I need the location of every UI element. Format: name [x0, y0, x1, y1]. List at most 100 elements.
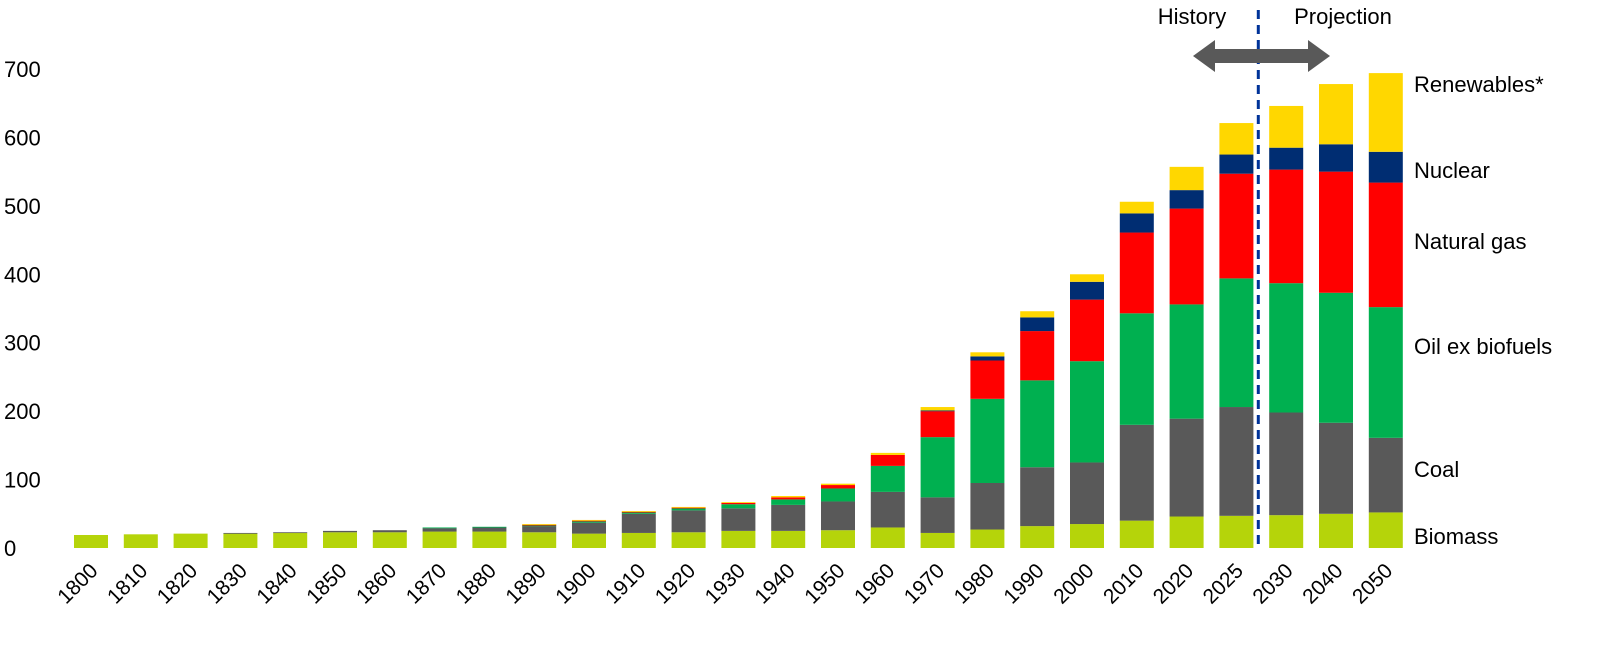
bar-coal-1940 [771, 504, 806, 531]
bar-biomass-1870 [422, 531, 457, 548]
bar-oil-ex-biofuels-1970 [920, 437, 955, 498]
bar-natural-gas-1940 [771, 497, 806, 500]
bar-biomass-1930 [721, 530, 756, 548]
bar-nuclear-2025 [1219, 154, 1254, 174]
bar-biomass-1850 [323, 532, 357, 548]
projection-label: Projection [1294, 4, 1392, 29]
y-tick-label: 200 [4, 399, 41, 424]
bar-renewables-2030 [1269, 105, 1304, 148]
bar-nuclear-2030 [1269, 147, 1304, 170]
bar-natural-gas-2020 [1169, 208, 1204, 305]
bar-coal-1830 [223, 532, 258, 534]
bar-natural-gas-2025 [1219, 173, 1254, 279]
legend-label: Renewables* [1414, 72, 1544, 97]
x-tick-label: 1870 [402, 559, 451, 608]
x-tick-label: 1810 [103, 559, 152, 608]
y-tick-label: 600 [4, 125, 41, 150]
bar-renewables-2000 [1070, 274, 1104, 282]
bar-coal-1860 [372, 530, 407, 533]
bar-natural-gas-1890 [522, 524, 557, 526]
bar-nuclear-1990 [1020, 317, 1055, 332]
bar-biomass-2010 [1119, 520, 1154, 548]
x-tick-label: 1860 [352, 559, 401, 608]
y-tick-label: 400 [4, 262, 41, 287]
bar-biomass-1910 [621, 532, 656, 548]
bar-renewables-2020 [1169, 166, 1204, 191]
bar-coal-1930 [721, 508, 756, 531]
bar-oil-ex-biofuels-1870 [422, 527, 457, 529]
x-tick-label: 2050 [1348, 559, 1397, 608]
bar-nuclear-2040 [1319, 144, 1353, 172]
bar-biomass-1880 [472, 531, 507, 548]
x-tick-label: 1920 [651, 559, 700, 608]
bar-oil-ex-biofuels-1920 [671, 508, 706, 511]
y-axis: 0 100 200 300 400 500 600 700 [4, 57, 41, 561]
bar-coal-1960 [870, 491, 905, 528]
y-tick-label: 100 [4, 468, 41, 493]
legend-label: Oil ex biofuels [1414, 334, 1552, 359]
bar-biomass-1960 [870, 527, 905, 548]
bar-coal-1900 [572, 522, 606, 534]
y-tick-label: 0 [4, 536, 16, 561]
bar-renewables-1920 [671, 506, 706, 508]
x-tick-label: 1950 [800, 559, 849, 608]
bar-oil-ex-biofuels-1950 [821, 488, 855, 502]
bar-renewables-1950 [821, 483, 855, 486]
bar-natural-gas-1900 [572, 520, 606, 522]
x-tick-label: 2020 [1149, 559, 1198, 608]
y-tick-label: 500 [4, 194, 41, 219]
bar-natural-gas-2030 [1269, 169, 1304, 284]
bar-coal-2030 [1269, 412, 1304, 516]
double-arrow-icon [1193, 40, 1330, 72]
y-tick-label: 700 [4, 57, 41, 82]
bar-oil-ex-biofuels-1890 [522, 525, 557, 527]
bar-coal-1990 [1020, 467, 1055, 527]
bar-coal-2040 [1319, 422, 1353, 514]
bar-coal-1980 [970, 482, 1005, 530]
bar-biomass-1940 [771, 530, 806, 548]
bar-biomass-1900 [572, 533, 606, 548]
bar-natural-gas-2000 [1070, 299, 1104, 362]
x-tick-label: 2010 [1099, 559, 1148, 608]
bar-biomass-1800 [74, 534, 108, 548]
x-tick-label: 2025 [1199, 559, 1248, 608]
bar-oil-ex-biofuels-1880 [472, 526, 507, 528]
bar-natural-gas-1910 [621, 511, 656, 513]
bar-oil-ex-biofuels-2030 [1269, 283, 1304, 413]
bar-oil-ex-biofuels-1900 [572, 521, 606, 523]
bar-biomass-1990 [1020, 526, 1055, 548]
bar-renewables-1970 [920, 407, 955, 411]
bar-renewables-2040 [1319, 84, 1353, 145]
bar-oil-ex-biofuels-1990 [1020, 380, 1055, 468]
bar-renewables-1940 [771, 495, 806, 498]
bar-oil-ex-biofuels-1930 [721, 504, 756, 509]
bar-coal-1890 [522, 526, 557, 533]
bar-coal-1870 [422, 528, 457, 532]
bar-renewables-1990 [1020, 311, 1055, 318]
bar-biomass-1950 [821, 530, 855, 548]
bar-biomass-1810 [123, 534, 158, 548]
bar-biomass-1840 [273, 532, 308, 548]
x-tick-label: 1900 [551, 559, 600, 608]
legend: Biomass Coal Oil ex biofuels Natural gas Nuc… [1414, 72, 1552, 549]
bar-oil-ex-biofuels-1980 [970, 398, 1005, 483]
bar-natural-gas-1950 [821, 485, 855, 489]
bar-biomass-2020 [1169, 516, 1204, 548]
bar-coal-2000 [1070, 462, 1104, 525]
x-tick-label: 1800 [53, 559, 102, 608]
bar-nuclear-2000 [1070, 281, 1104, 300]
bar-renewables-1960 [870, 452, 905, 455]
legend-label: Natural gas [1414, 229, 1527, 254]
x-tick-label: 1850 [302, 559, 351, 608]
bar-biomass-1820 [173, 533, 208, 548]
bar-coal-2025 [1219, 407, 1254, 516]
bar-oil-ex-biofuels-1910 [621, 512, 656, 514]
bar-coal-1970 [920, 497, 955, 533]
bar-biomass-2025 [1219, 515, 1254, 548]
bar-natural-gas-1970 [920, 411, 955, 438]
bar-coal-2050 [1368, 437, 1403, 513]
bar-renewables-1930 [721, 502, 756, 503]
bar-coal-1950 [821, 501, 855, 531]
bar-oil-ex-biofuels-2025 [1219, 278, 1254, 408]
